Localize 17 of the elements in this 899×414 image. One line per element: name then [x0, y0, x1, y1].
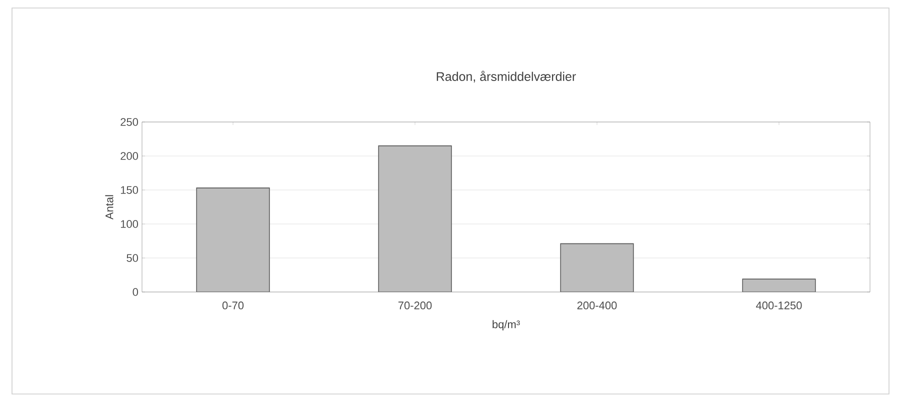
y-tick-label: 150: [120, 186, 138, 194]
x-tick-label: 200-400: [577, 302, 617, 310]
bar: [560, 243, 634, 292]
y-tick-label: 50: [126, 254, 138, 262]
bar: [742, 278, 816, 292]
bar: [196, 188, 270, 292]
y-tick-label: 0: [132, 288, 138, 296]
x-tick-label: 70-200: [398, 302, 432, 310]
y-tick-label: 100: [120, 220, 138, 228]
bar: [378, 145, 452, 292]
y-axis-title: Antal: [105, 195, 114, 220]
chart-title: Radon, årsmiddelværdier: [436, 70, 576, 82]
y-tick-label: 250: [120, 118, 138, 126]
x-tick-label: 400-1250: [756, 302, 802, 310]
y-tick-label: 200: [120, 152, 138, 160]
x-tick-label: 0-70: [222, 302, 244, 310]
x-axis-title: bq/m³: [492, 320, 520, 330]
